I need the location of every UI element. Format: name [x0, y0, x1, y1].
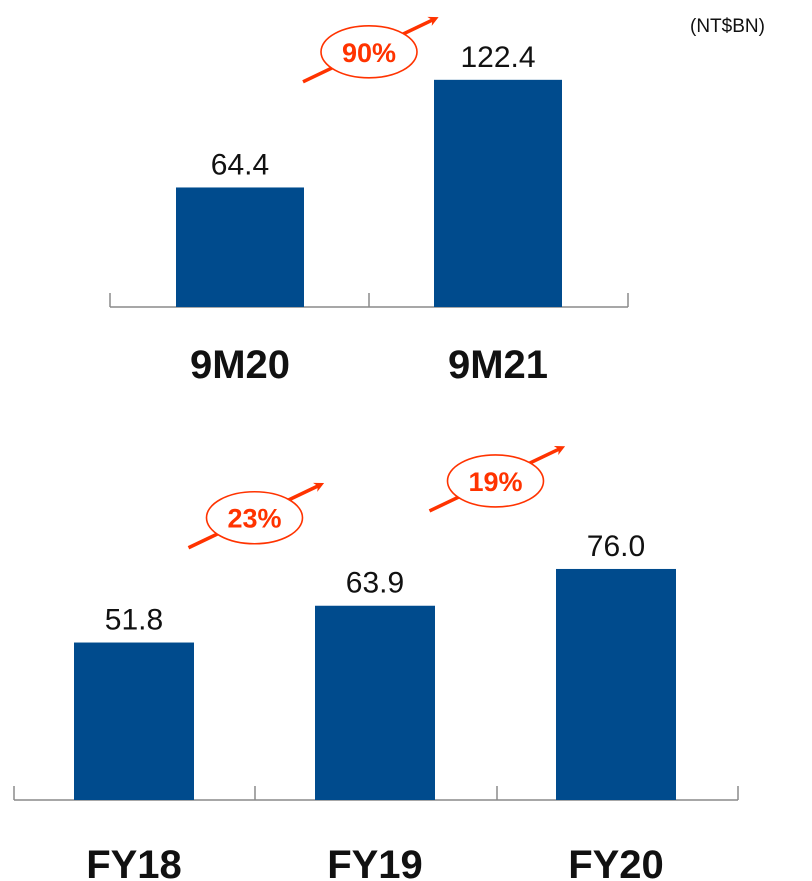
growth-annotation-2: 19% [428, 446, 566, 513]
category-label-9m20: 9M20 [190, 343, 290, 387]
growth-oval [205, 490, 304, 545]
value-label-9m21: 122.4 [460, 41, 535, 74]
bar-9m20 [176, 187, 304, 307]
bar-chart-1: 64.4 9M20 122.4 9M21 90% [109, 16, 629, 387]
growth-label: 23% [227, 504, 281, 534]
value-label-fy18: 51.8 [105, 604, 163, 637]
bar-fy19 [315, 605, 435, 800]
growth-oval [320, 25, 418, 79]
bar-fy20 [556, 568, 676, 800]
bar-fy18 [74, 642, 194, 800]
growth-annotation-1: 23% [187, 482, 325, 550]
value-label-9m20: 64.4 [211, 148, 269, 181]
category-label-fy20: FY20 [568, 843, 664, 881]
category-label-fy19: FY19 [327, 843, 423, 881]
unit-label: (NT$BN) [690, 16, 765, 37]
bar-9m21 [434, 79, 562, 308]
growth-label: 19% [468, 467, 522, 497]
value-label-fy20: 76.0 [587, 530, 645, 563]
value-label-fy19: 63.9 [346, 567, 404, 600]
growth-oval [446, 454, 545, 508]
category-label-fy18: FY18 [86, 843, 182, 881]
category-label-9m21: 9M21 [448, 343, 548, 387]
growth-annotation-1: 90% [302, 16, 439, 84]
bar-chart-2: 51.8 FY18 63.9 FY19 76.0 FY20 23% 19% [13, 446, 739, 881]
growth-label: 90% [342, 38, 396, 68]
